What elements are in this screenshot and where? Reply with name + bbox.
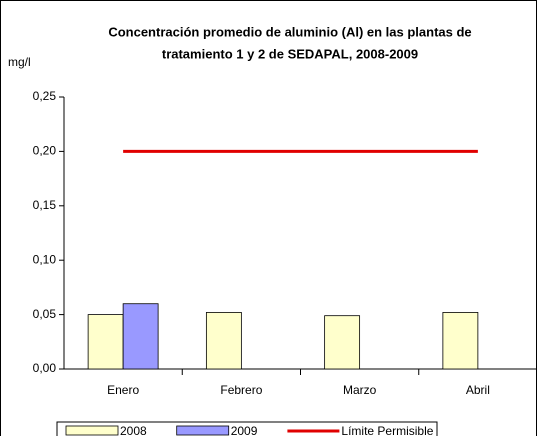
legend-box bbox=[56, 421, 438, 436]
y-tick-label: 0,25 bbox=[33, 89, 57, 103]
bar bbox=[122, 303, 159, 370]
x-tick-label: Enero bbox=[107, 383, 139, 397]
chart-title: Concentración promedio de aluminio (Al) … bbox=[108, 24, 471, 39]
y-tick-label: 0,00 bbox=[33, 361, 57, 375]
y-tick-label: 0,05 bbox=[33, 307, 57, 321]
x-tick-label: Abril bbox=[466, 383, 490, 397]
bar bbox=[442, 312, 479, 370]
y-axis-label: mg/l bbox=[8, 55, 31, 69]
legend-swatch bbox=[65, 425, 119, 436]
y-tick-label: 0,15 bbox=[33, 198, 57, 212]
legend-swatch bbox=[176, 425, 230, 436]
chart-title: tratamiento 1 y 2 de SEDAPAL, 2008-2009 bbox=[162, 46, 418, 61]
y-tick-label: 0,10 bbox=[33, 252, 57, 266]
bar bbox=[205, 312, 242, 370]
legend-label: Límite Permisible bbox=[341, 424, 433, 436]
legend-label: 2009 bbox=[231, 424, 258, 436]
x-tick-label: Marzo bbox=[343, 383, 377, 397]
bar bbox=[87, 314, 124, 370]
y-tick-label: 0,20 bbox=[33, 144, 57, 158]
bar bbox=[324, 315, 361, 370]
legend-label: 2008 bbox=[120, 424, 147, 436]
x-tick-label: Febrero bbox=[220, 383, 262, 397]
